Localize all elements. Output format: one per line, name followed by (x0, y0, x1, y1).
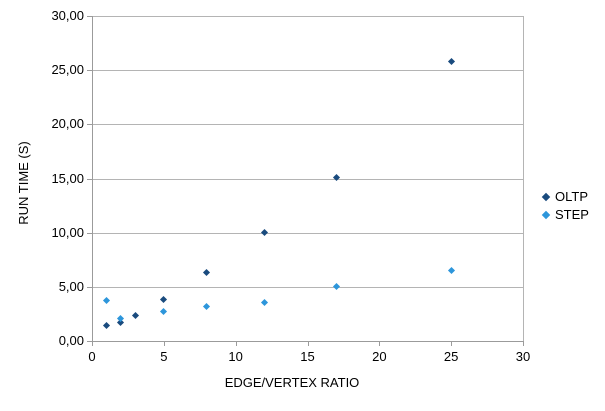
x-tick-mark (92, 341, 93, 346)
oltp-data-point (102, 322, 110, 330)
step-data-point (102, 297, 110, 305)
oltp-data-point (203, 269, 211, 277)
x-tick-label: 0 (88, 349, 96, 364)
oltp-data-point (447, 57, 455, 66)
oltp-data-point (160, 296, 168, 304)
x-tick-label: 25 (443, 349, 459, 364)
y-tick-mark (87, 232, 92, 234)
legend-label-oltp: OLTP (555, 189, 588, 204)
x-tick-label: 10 (228, 349, 243, 364)
y-axis-line (92, 16, 93, 341)
y-gridline (92, 16, 523, 17)
legend-item-step: STEP (541, 207, 589, 223)
y-tick-label: 0,00 (58, 333, 84, 348)
x-tick-mark (163, 341, 165, 346)
x-tick-mark (451, 341, 453, 346)
x-tick-label: 5 (160, 349, 168, 364)
y-tick-mark (87, 341, 92, 342)
x-axis-title: EDGE/VERTEX RATIO (224, 375, 360, 390)
y-gridline (92, 232, 523, 234)
x-tick-mark (235, 341, 237, 346)
y-tick-label: 10,00 (51, 224, 84, 240)
legend-item-oltp: OLTP (541, 189, 589, 205)
y-tick-label: 15,00 (51, 170, 84, 186)
y-gridline (92, 70, 523, 72)
oltp-data-point (260, 229, 268, 237)
step-data-point (332, 283, 340, 291)
x-tick-mark (307, 341, 309, 346)
oltp-data-point (131, 311, 139, 319)
step-data-point (260, 298, 268, 306)
y-tick-mark (87, 70, 92, 72)
y-gridline (92, 178, 523, 180)
y-tick-label: 20,00 (51, 116, 84, 132)
x-tick-mark (523, 341, 524, 346)
step-data-point (203, 302, 211, 310)
plot-right-border (523, 16, 524, 341)
y-tick-label: 5,00 (58, 278, 84, 294)
x-tick-label: 20 (372, 349, 387, 364)
step-data-point (160, 308, 168, 316)
y-tick-mark (87, 178, 92, 180)
y-gridline (92, 286, 523, 288)
step-data-point (447, 267, 455, 275)
y-tick-label: 25,00 (51, 62, 84, 78)
legend: OLTP STEP (541, 189, 589, 225)
y-tick-mark (87, 124, 92, 126)
y-axis-title: RUN TIME (S) (16, 141, 31, 225)
oltp-data-point (332, 173, 340, 181)
x-tick-label: 30 (515, 349, 531, 364)
y-gridline (92, 124, 523, 126)
y-tick-mark (87, 286, 92, 288)
legend-label-step: STEP (555, 207, 589, 222)
step-diamond-icon (541, 210, 551, 220)
y-tick-mark (87, 16, 92, 17)
oltp-diamond-icon (541, 192, 551, 202)
x-tick-mark (379, 341, 381, 346)
x-tick-label: 15 (300, 349, 315, 364)
y-tick-label: 30,00 (51, 8, 84, 23)
